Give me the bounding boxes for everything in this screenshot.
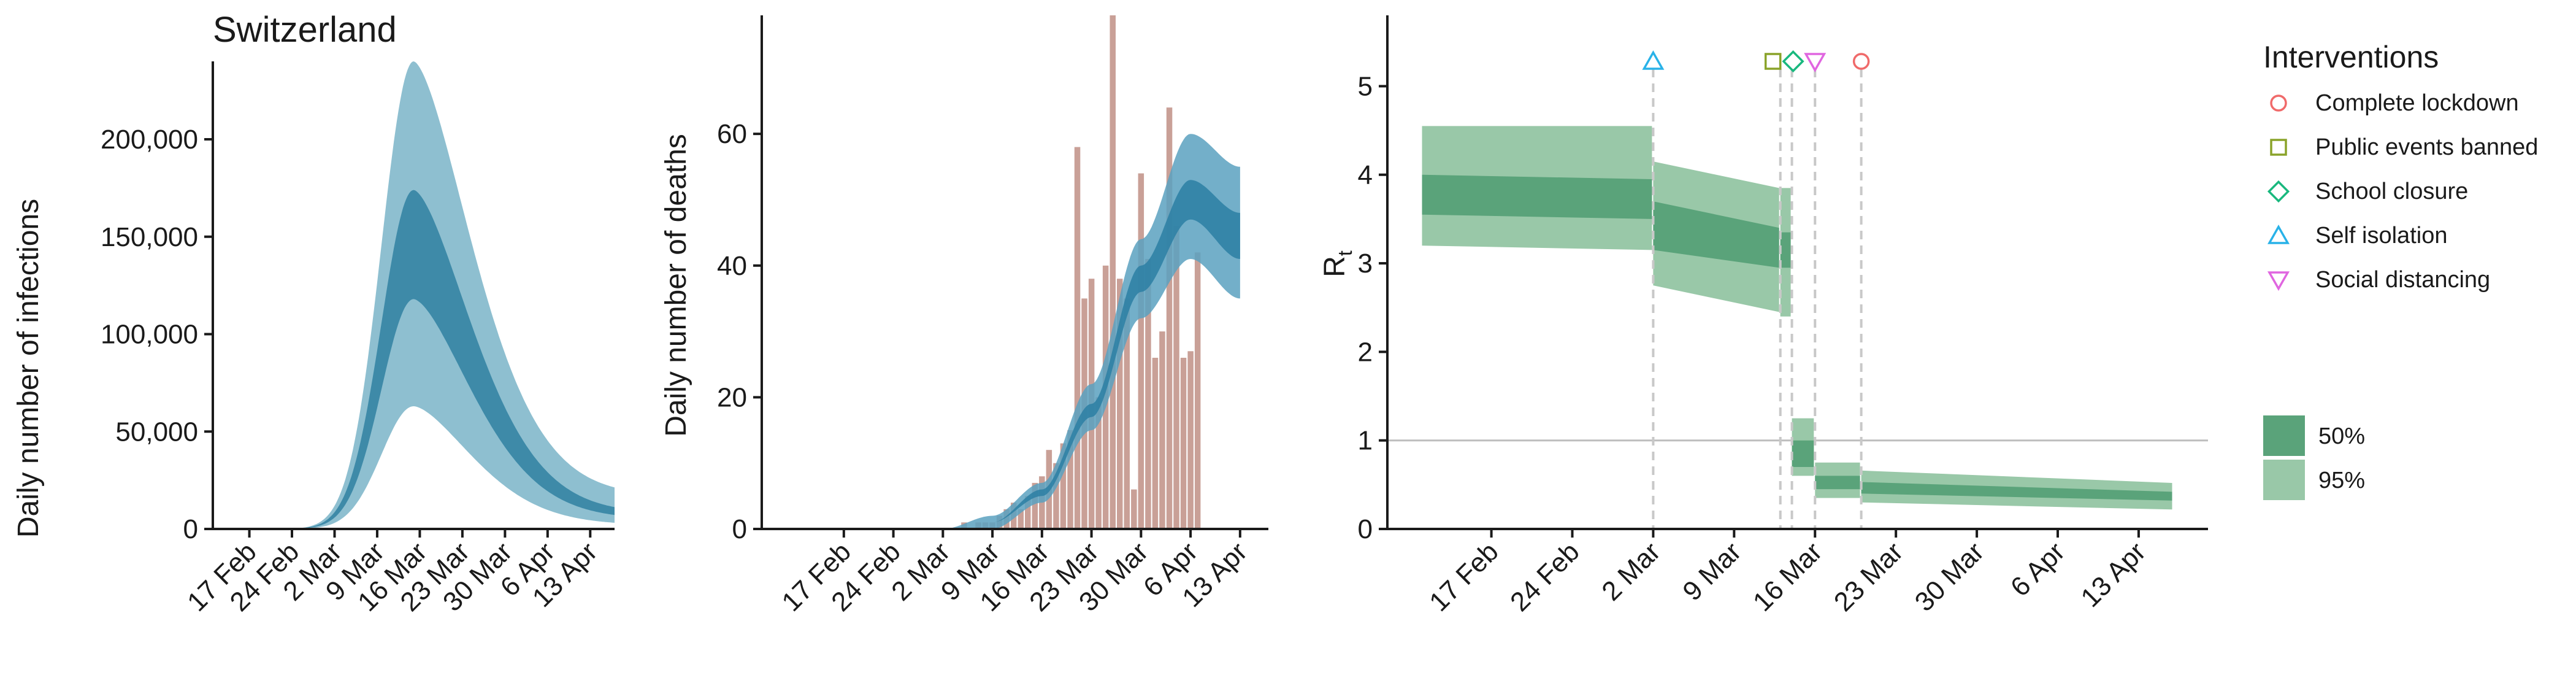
rt-bands — [1387, 126, 2208, 510]
death-bar — [1159, 331, 1165, 529]
band-legend-swatch — [2263, 415, 2305, 456]
death-bar — [1138, 173, 1144, 529]
death-bar — [1053, 463, 1059, 529]
y-tick-label: 1 — [1358, 426, 1373, 456]
y-tick-label: 60 — [717, 119, 747, 149]
death-bar — [1060, 443, 1067, 529]
death-bar — [1152, 358, 1159, 529]
rt-band-q50 — [1792, 440, 1814, 467]
deaths-y-axis-title: Daily number of deaths — [660, 134, 692, 437]
death-bar — [1110, 15, 1116, 529]
x-tick-label: 13 Apr — [2075, 536, 2152, 613]
y-tick-label: 5 — [1358, 71, 1373, 101]
band-50pct — [943, 180, 1240, 529]
death-bar — [1173, 226, 1179, 529]
legend-items: Complete lockdown Public events banned Sch… — [2267, 90, 2538, 293]
triangle-down-marker — [2267, 271, 2290, 291]
panel-title: Switzerland — [213, 10, 397, 50]
y-tick-label: 200,000 — [101, 125, 198, 155]
y-tick-label: 0 — [1358, 514, 1373, 544]
y-tick-label: 100,000 — [101, 320, 198, 350]
legend-label: Social distancing — [2315, 267, 2490, 293]
rt-panel: 0 1 2 3 4 5 17 Feb 24 Feb 2 Mar 9 Mar 16 Mar 23 Mar… — [1319, 15, 2208, 617]
rt-band-q50 — [1422, 174, 1652, 219]
death-bar — [1025, 496, 1031, 529]
y-tick-label: 150,000 — [101, 222, 198, 252]
death-bar — [1187, 351, 1194, 529]
death-bar — [1145, 259, 1151, 529]
intervention-lines — [1642, 50, 1870, 529]
x-tick-label: 30 Mar — [1909, 536, 1990, 617]
triangle-up-marker — [2267, 225, 2290, 244]
y-tick-label: 40 — [717, 251, 747, 281]
rt-band-q50 — [1780, 232, 1791, 268]
square-marker — [2270, 139, 2287, 156]
legend-label: School closure — [2315, 179, 2468, 204]
y-tick-label: 3 — [1358, 249, 1373, 279]
rt-band-q50 — [1815, 476, 1860, 490]
infections-panel: Switzerland Daily number of infections 0… — [12, 10, 615, 617]
x-tick-label: 23 Mar — [1828, 536, 1909, 617]
legend-label: Self isolation — [2315, 223, 2447, 249]
rt-y-axis-symbol: R — [1319, 256, 1351, 277]
infections-bands — [243, 61, 615, 530]
infections-y-axis-title: Daily number of infections — [12, 199, 45, 538]
death-bar — [1131, 489, 1137, 529]
death-bar — [1117, 279, 1123, 529]
death-bar — [1166, 107, 1173, 529]
y-tick-label: 0 — [732, 514, 747, 544]
square-marker — [1764, 53, 1782, 70]
band-legend: 50% 95% — [2263, 415, 2365, 500]
triangle-up-marker — [1642, 50, 1665, 70]
rt-y-axis-title: Rt — [1319, 250, 1356, 277]
deaths-bands — [943, 134, 1240, 529]
band-legend-label: 50% — [2318, 423, 2365, 449]
death-bar — [1180, 358, 1187, 529]
band-legend-label: 95% — [2318, 468, 2365, 493]
y-tick-label: 4 — [1358, 160, 1373, 190]
legend-title: Interventions — [2263, 40, 2439, 74]
x-tick-label: 6 Apr — [2005, 536, 2071, 602]
circle-marker — [1852, 53, 1870, 70]
x-tick-label: 16 Mar — [1747, 536, 1828, 617]
circle-marker — [2270, 95, 2287, 112]
x-tick-label: 9 Mar — [1677, 536, 1747, 606]
legend-label: Complete lockdown — [2315, 90, 2519, 116]
death-bar — [1067, 430, 1073, 529]
death-bar — [1095, 397, 1102, 529]
diamond-marker — [2267, 180, 2290, 203]
x-tick-label: 2 Mar — [1596, 536, 1666, 606]
band-50pct — [243, 190, 615, 530]
diamond-marker — [1782, 50, 1804, 73]
y-tick-label: 50,000 — [115, 417, 198, 447]
y-tick-label: 0 — [183, 514, 198, 544]
death-bar — [1039, 476, 1045, 529]
death-bar — [1074, 147, 1081, 530]
death-bar — [1032, 482, 1038, 529]
rt-band-q50 — [1861, 482, 2172, 501]
y-tick-label: 20 — [717, 382, 747, 412]
rt-y-axis-subscript: t — [1334, 250, 1356, 256]
death-bar — [1194, 252, 1201, 529]
rt-band-q50 — [1653, 201, 1779, 268]
triangle-down-marker — [1804, 53, 1827, 72]
band-legend-swatch — [2263, 460, 2305, 500]
y-tick-label: 2 — [1358, 337, 1373, 367]
legend-label: Public events banned — [2315, 134, 2538, 160]
x-tick-label: 24 Feb — [1505, 536, 1585, 617]
death-bar — [1124, 298, 1130, 529]
x-tick-label: 17 Feb — [1424, 536, 1505, 617]
interventions-legend: Interventions Complete lockdown Public ev… — [2263, 40, 2538, 500]
death-bar — [1018, 509, 1024, 529]
